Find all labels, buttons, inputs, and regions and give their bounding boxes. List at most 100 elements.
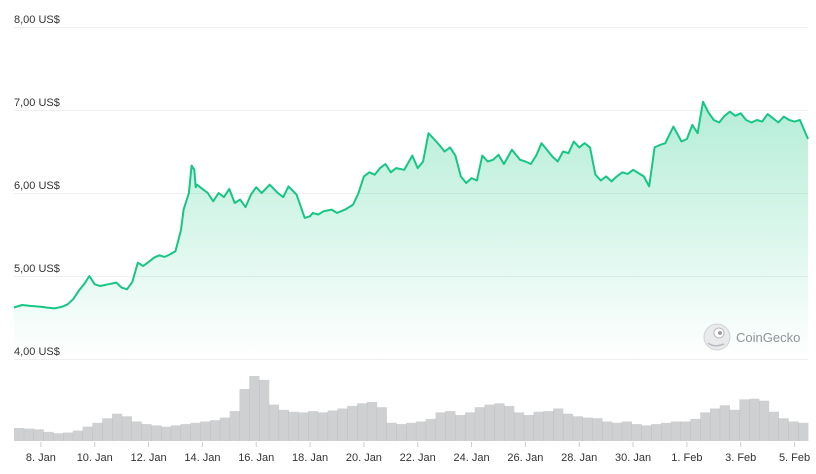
volume-bar — [170, 425, 182, 441]
volume-bar — [778, 418, 789, 441]
volume-bar — [151, 425, 162, 441]
volume-bar — [63, 432, 74, 441]
volume-bar — [690, 418, 701, 441]
volume-bar — [308, 411, 319, 441]
volume-bar — [523, 415, 534, 441]
volume-bar — [513, 412, 525, 441]
volume-bar — [396, 424, 407, 441]
volume-bar — [562, 413, 574, 441]
volume-bar — [543, 411, 554, 441]
volume-bar — [729, 409, 740, 441]
volume-bar — [229, 411, 240, 441]
volume-bar — [533, 411, 544, 441]
volume-bar — [72, 430, 84, 441]
volume-bar — [464, 412, 476, 441]
volume-bar — [337, 408, 348, 441]
volume-bar — [376, 407, 387, 441]
volume-bar — [768, 411, 779, 441]
volume-bar — [219, 417, 231, 441]
volume-bar — [504, 405, 515, 441]
volume-bar — [592, 418, 603, 441]
volume-bar — [670, 421, 681, 441]
y-tick-label: 5,00 US$ — [14, 263, 60, 275]
y-tick-label: 6,00 US$ — [14, 180, 60, 192]
volume-bar — [474, 407, 485, 441]
volume-bar — [739, 399, 750, 441]
volume-bar — [494, 403, 505, 441]
volume-bar — [327, 410, 338, 441]
x-tick-label: 26. Jan — [507, 452, 543, 464]
volume-bar — [406, 422, 417, 441]
volume-bar — [425, 418, 436, 441]
volume-bar — [798, 422, 809, 441]
volume-bar — [700, 412, 711, 441]
volume-bar — [190, 422, 201, 441]
volume-bar — [386, 422, 397, 441]
x-tick-label: 12. Jan — [131, 452, 167, 464]
volume-bar — [788, 421, 799, 441]
y-tick-label: 8,00 US$ — [14, 14, 60, 26]
volume-bar — [288, 411, 299, 441]
volume-bar — [259, 379, 270, 441]
volume-bar — [357, 403, 368, 441]
volume-bar — [611, 422, 623, 441]
volume-bar — [268, 404, 280, 441]
x-tick-label: 8. Jan — [26, 452, 56, 464]
volume-bar — [582, 417, 593, 441]
volume-bar — [347, 405, 358, 441]
x-tick-label: 30. Jan — [615, 452, 651, 464]
x-tick-label: 16. Jan — [238, 452, 274, 464]
price-line — [13, 100, 809, 310]
volume-bar — [366, 402, 378, 441]
volume-bars — [14, 376, 809, 441]
x-tick-label: 10. Jan — [77, 452, 113, 464]
x-tick-label: 3. Feb — [725, 452, 756, 464]
volume-bar — [680, 421, 691, 441]
x-tick-label: 28. Jan — [561, 452, 597, 464]
volume-bar — [435, 412, 446, 441]
volume-bar — [621, 421, 632, 441]
volume-bar — [553, 408, 564, 441]
volume-bar — [102, 418, 113, 441]
volume-bar — [484, 404, 495, 441]
volume-bar — [14, 428, 25, 441]
coingecko-watermark: CoinGecko — [703, 323, 800, 351]
volume-bar — [43, 431, 54, 441]
volume-bar — [298, 412, 309, 441]
volume-bar — [455, 415, 466, 441]
volume-bar — [749, 398, 760, 441]
volume-bar — [415, 421, 427, 441]
volume-bar — [141, 424, 152, 441]
x-tick-label: 18. Jan — [292, 452, 328, 464]
x-tick-label: 24. Jan — [454, 452, 490, 464]
volume-bar — [53, 433, 64, 441]
volume-bar — [200, 421, 211, 441]
volume-bar — [131, 421, 142, 441]
volume-bar — [631, 424, 642, 441]
volume-bar — [317, 412, 329, 441]
gecko-icon — [703, 323, 731, 351]
x-tick-label: 14. Jan — [184, 452, 220, 464]
volume-bar — [651, 424, 662, 441]
volume-bar — [249, 376, 260, 441]
volume-bar — [180, 424, 191, 441]
volume-bar — [660, 422, 672, 441]
volume-bar — [709, 408, 721, 441]
volume-bar — [23, 428, 35, 441]
volume-bar — [161, 426, 172, 441]
x-tick-label: 22. Jan — [400, 452, 436, 464]
volume-bar — [121, 416, 133, 441]
price-area-fill — [14, 101, 808, 359]
volume-bar — [82, 426, 93, 441]
volume-bar — [602, 421, 613, 441]
x-tick-label: 5. Feb — [779, 452, 810, 464]
volume-bar — [239, 389, 250, 441]
volume-bar — [33, 429, 44, 441]
volume-bar — [719, 405, 730, 441]
volume-bar — [92, 422, 103, 441]
x-axis-labels: 8. Jan 10. Jan 12. Jan 14. Jan 16. Jan 18. Ja… — [26, 442, 810, 464]
y-tick-label: 7,00 US$ — [14, 97, 60, 109]
x-tick-label: 1. Feb — [671, 452, 702, 464]
volume-bar — [758, 400, 770, 441]
